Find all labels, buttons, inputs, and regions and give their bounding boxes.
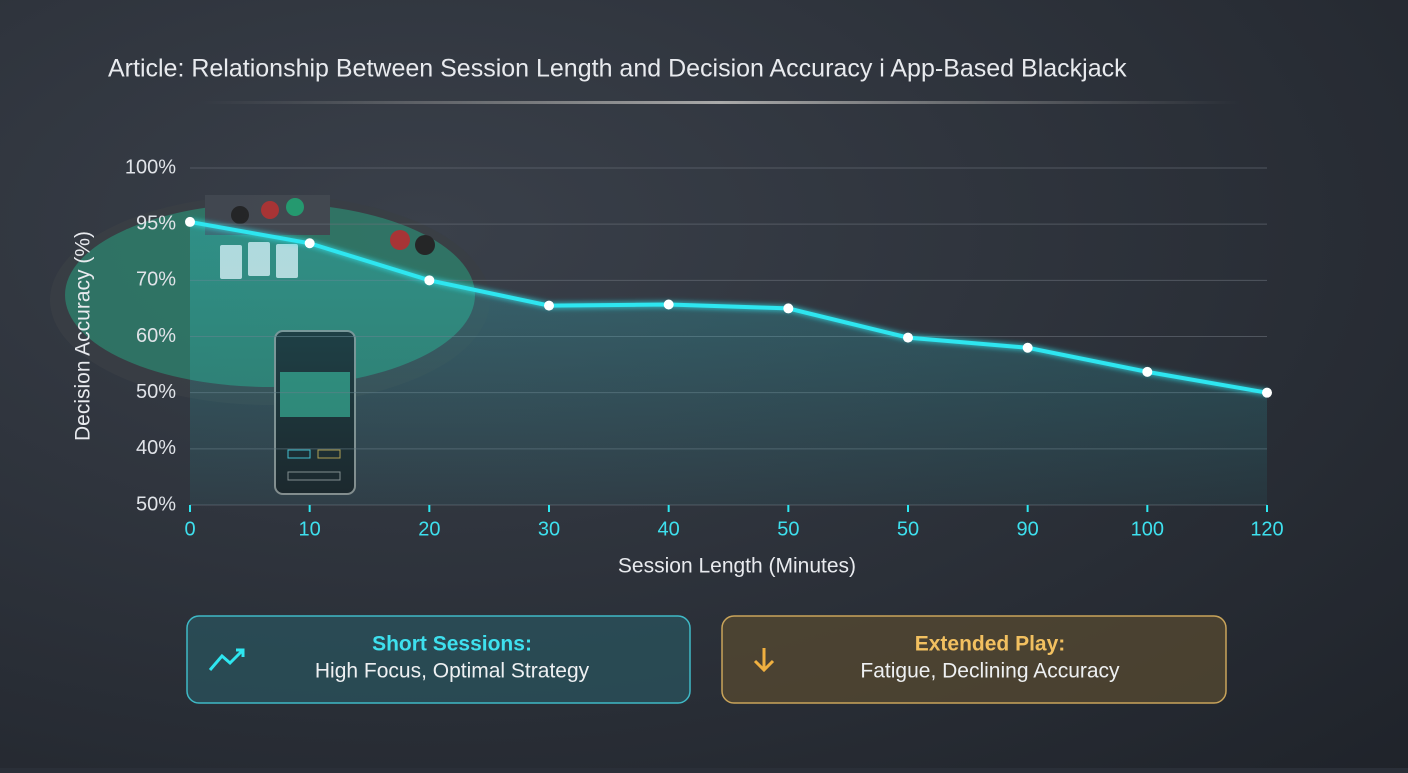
chart-title: Article: Relationship Between Session Le…	[108, 55, 1127, 83]
point	[1142, 366, 1153, 377]
x-tick-label: 120	[1250, 518, 1283, 540]
card-text: Fatigue, Declining Accuracy	[860, 660, 1120, 683]
y-tick-label: 100%	[125, 156, 176, 178]
point	[1022, 342, 1033, 353]
card-text: High Focus, Optimal Strategy	[315, 660, 590, 683]
point	[783, 303, 794, 314]
title-rule	[200, 101, 1240, 104]
x-tick-label: 90	[1017, 518, 1039, 540]
point	[185, 216, 195, 227]
x-tick-label: 0	[184, 518, 195, 540]
y-axis-label: Decision Accuracy (%)	[72, 231, 95, 441]
area	[190, 221, 1267, 506]
point	[304, 238, 315, 249]
x-tick-label: 50	[897, 518, 919, 540]
card-title: Short Sessions:	[372, 633, 532, 656]
y-tick-label: 50%	[136, 381, 176, 403]
y-tick-label: 70%	[136, 269, 176, 291]
point	[424, 275, 435, 286]
x-tick-label: 40	[658, 518, 680, 540]
card-title: Extended Play:	[915, 633, 1066, 656]
point	[1262, 387, 1272, 398]
line	[189, 219, 1268, 395]
y-tick-label: 40%	[136, 437, 176, 459]
y-tick-label: 60%	[136, 325, 176, 347]
x-tick-label: 10	[299, 518, 321, 540]
y-tick-label: 95%	[136, 212, 176, 234]
x-tick-label: 100	[1131, 518, 1164, 540]
cards: Short Sessions: High Focus, Optimal Stra…	[186, 615, 1227, 704]
point	[544, 300, 554, 311]
point	[903, 332, 913, 343]
x-tick-label: 50	[777, 518, 799, 540]
point	[663, 299, 674, 310]
y-tick-label: 50%	[136, 493, 176, 515]
x-tick-label: 20	[418, 518, 440, 540]
x-tick-label: 30	[538, 518, 560, 540]
x-axis-label: Session Length (Minutes)	[618, 555, 856, 578]
